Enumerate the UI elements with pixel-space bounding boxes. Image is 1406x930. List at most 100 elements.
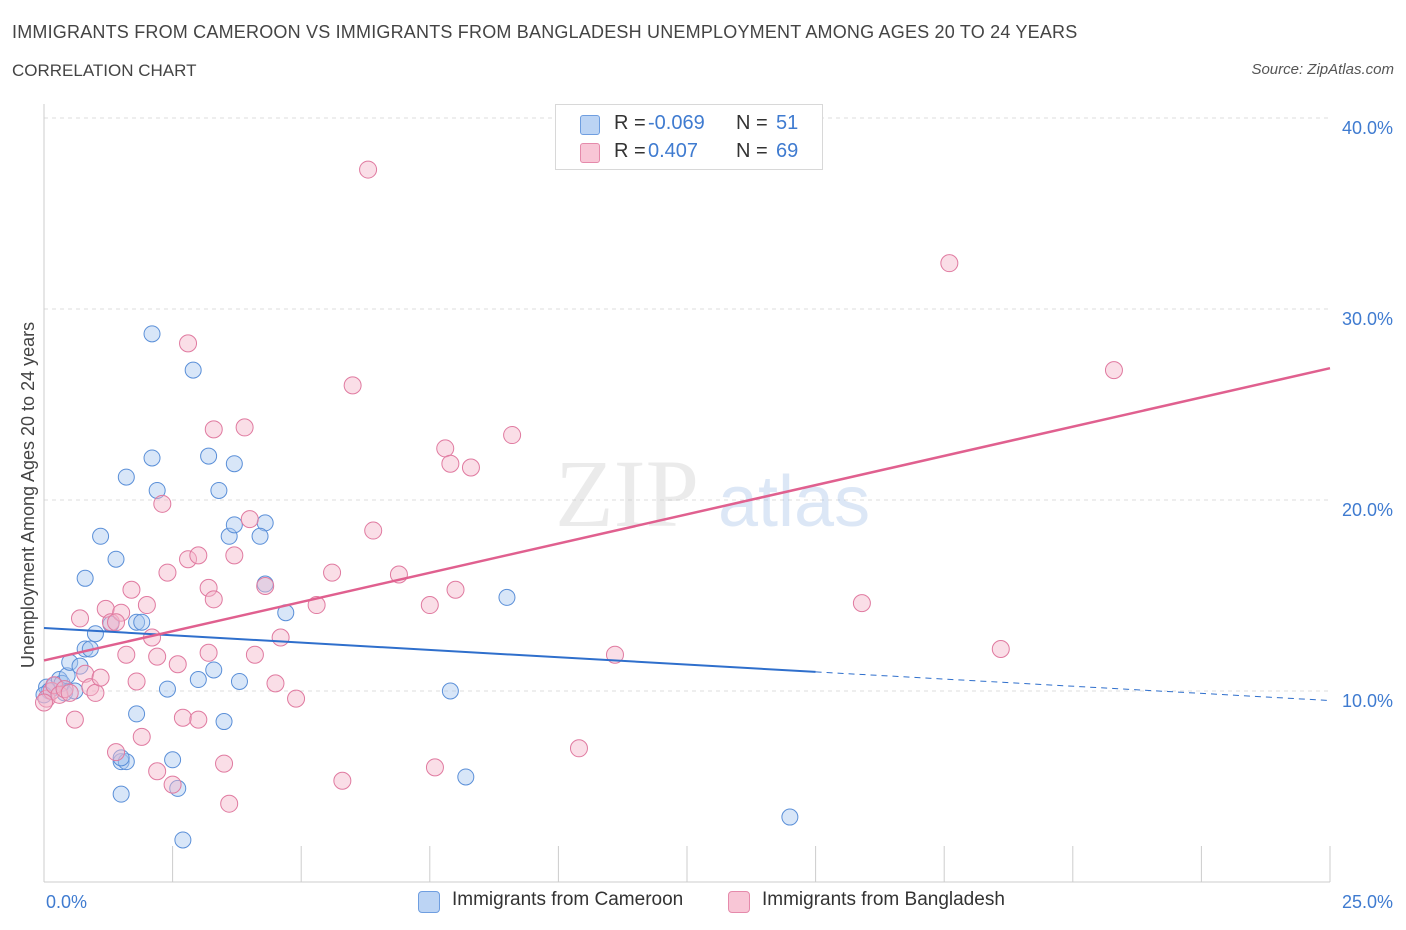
cameroon-point xyxy=(225,455,243,473)
cameroon-point xyxy=(781,808,799,826)
bangladesh-point xyxy=(148,762,167,781)
bangladesh-point xyxy=(65,710,84,729)
bangladesh-point xyxy=(420,596,439,615)
bangladesh-point xyxy=(86,683,105,702)
bangladesh-point xyxy=(117,645,136,664)
bangladesh-point xyxy=(179,334,198,353)
x-tick-label: 0.0% xyxy=(46,892,87,912)
cameroon-point xyxy=(498,588,516,606)
bangladesh-point xyxy=(189,710,208,729)
bangladesh-point xyxy=(215,754,234,773)
stats-legend: R = -0.069 N = 51 R = 0.407 N = 69 xyxy=(555,104,823,170)
bangladesh-point xyxy=(240,510,259,529)
cameroon-point xyxy=(107,550,125,568)
bangladesh-point xyxy=(256,576,275,595)
bangladesh-point xyxy=(179,550,198,569)
bangladesh-point xyxy=(940,254,959,273)
cameroon-point xyxy=(133,613,151,631)
x-tick-label: 25.0% xyxy=(1342,892,1393,912)
bangladesh-legend-label: Immigrants from Bangladesh xyxy=(762,889,1005,910)
cameroon-point xyxy=(251,527,269,545)
legend-r-value: 0.407 xyxy=(648,140,699,162)
bangladesh-point xyxy=(127,672,146,691)
bangladesh-point xyxy=(446,580,465,599)
cameroon-point xyxy=(143,449,161,467)
bangladesh-point xyxy=(364,521,383,540)
bangladesh-swatch xyxy=(580,143,600,163)
cameroon-point xyxy=(58,667,76,685)
legend-n-label: N = xyxy=(736,112,768,134)
bangladesh-point xyxy=(163,775,182,794)
bangladesh-point xyxy=(323,563,342,582)
bangladesh-point xyxy=(199,643,218,662)
cameroon-trend-line xyxy=(43,626,816,673)
cameroon-point xyxy=(128,705,146,723)
bangladesh-point xyxy=(137,596,156,615)
bangladesh-point xyxy=(425,758,444,777)
y-tick-label: 20.0% xyxy=(1342,500,1393,520)
legend-n-value: 69 xyxy=(776,140,799,162)
bangladesh-point xyxy=(991,639,1010,658)
bangladesh-point xyxy=(569,739,588,758)
cameroon-point xyxy=(76,569,94,587)
legend-r-value: -0.069 xyxy=(648,112,705,134)
axes xyxy=(43,104,1331,883)
bangladesh-point xyxy=(359,160,378,179)
watermark: ZIP atlas xyxy=(555,440,870,547)
cameroon-point xyxy=(148,481,166,499)
watermark-zip: ZIP xyxy=(555,440,699,547)
chart-title: IMMIGRANTS FROM CAMEROON VS IMMIGRANTS F… xyxy=(12,22,1078,42)
cameroon-point xyxy=(184,361,202,379)
cameroon-trend-extension xyxy=(815,671,1331,702)
bangladesh-point xyxy=(307,596,326,615)
bangladesh-point xyxy=(168,655,187,674)
cameroon-point xyxy=(169,779,187,797)
bangladesh-point xyxy=(122,580,141,599)
cameroon-point xyxy=(158,680,176,698)
legend-r-label: R = xyxy=(614,112,646,134)
trend-lines xyxy=(43,366,1331,702)
cameroon-point xyxy=(174,831,192,849)
cameroon-point xyxy=(200,447,218,465)
cameroon-point xyxy=(117,468,135,486)
bangladesh-point xyxy=(1104,361,1123,380)
bangladesh-point xyxy=(148,647,167,666)
cameroon-swatch xyxy=(580,115,600,135)
y-tick-label: 30.0% xyxy=(1342,309,1393,329)
bangladesh-point xyxy=(852,594,871,613)
cameroon-point xyxy=(143,325,161,343)
cameroon-point xyxy=(164,751,182,769)
cameroon-point xyxy=(112,785,130,803)
cameroon-point xyxy=(128,613,146,631)
cameroon-point xyxy=(112,753,130,771)
bangladesh-legend-swatch xyxy=(728,891,750,913)
cameroon-point xyxy=(205,661,223,679)
cameroon-point xyxy=(441,682,459,700)
tick-labels: 10.0% 20.0% 30.0% 40.0% 0.0% 25.0% xyxy=(46,118,1393,912)
bangladesh-point xyxy=(60,683,79,702)
bangladesh-point xyxy=(158,563,177,582)
bangladesh-point xyxy=(45,676,64,695)
bangladesh-point xyxy=(343,376,362,395)
bangladesh-point xyxy=(91,668,110,687)
cameroon-point xyxy=(215,713,233,731)
bangladesh-point xyxy=(107,743,126,762)
bangladesh-point xyxy=(76,664,95,683)
bangladesh-point xyxy=(112,603,131,622)
bangladesh-point xyxy=(605,645,624,664)
bangladesh-point xyxy=(266,674,285,693)
cameroon-point xyxy=(112,749,130,767)
bangladesh-point xyxy=(189,546,208,565)
legend-row-bangladesh: R = 0.407 N = 69 xyxy=(556,140,822,166)
cameroon-point xyxy=(225,516,243,534)
y-tick-label: 10.0% xyxy=(1342,691,1393,711)
bangladesh-point xyxy=(271,628,290,647)
y-tick-label: 40.0% xyxy=(1342,118,1393,138)
bangladesh-point xyxy=(503,426,522,445)
bangladesh-point xyxy=(333,771,352,790)
bangladesh-point xyxy=(220,794,239,813)
cameroon-point xyxy=(92,527,110,545)
bangladesh-point xyxy=(441,454,460,473)
bangladesh-point xyxy=(204,420,223,439)
